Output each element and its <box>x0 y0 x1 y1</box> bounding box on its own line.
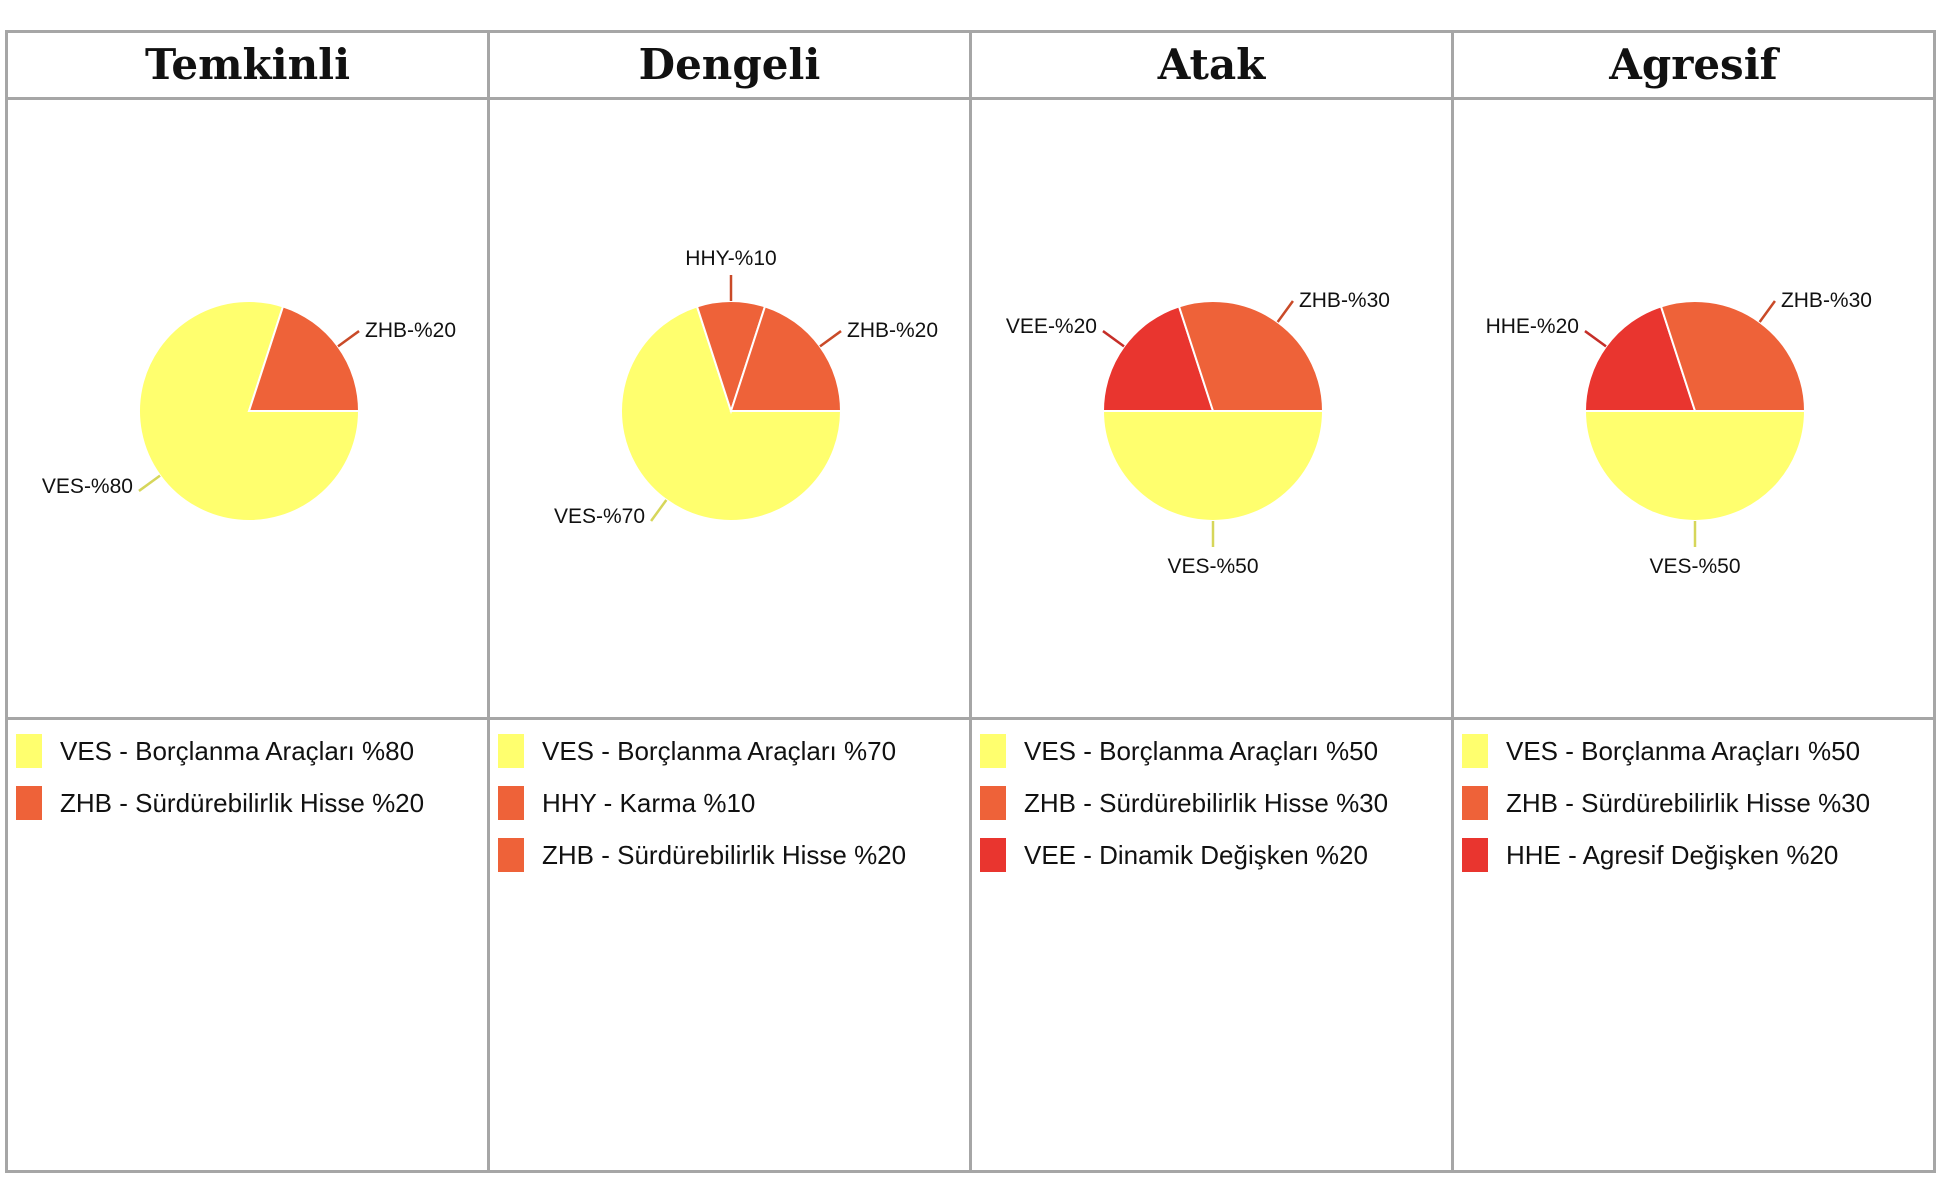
pie-label-ves: VES-%50 <box>1167 555 1258 578</box>
legend-swatch <box>498 786 524 820</box>
pie-chart-temkinli: VES-%80 ZHB-%20 <box>42 299 456 522</box>
leader-line-zhb <box>1758 300 1776 323</box>
pie-chart-agresif: VES-%50 HHE-%20 ZHB-%30 <box>1486 289 1872 578</box>
legend-swatch <box>1462 838 1488 872</box>
pie-chart-dengeli: VES-%70 HHY-%10 ZHB-%20 <box>554 247 938 528</box>
chart-title: Dengeli <box>638 40 821 89</box>
leader-line-ves <box>650 499 668 522</box>
legend-item: VEE - Dinamik Değişken %20 <box>980 834 1451 876</box>
legend-item: ZHB - Sürdürebilirlik Hisse %30 <box>980 782 1451 824</box>
header-row: Temkinli Dengeli Atak Agresif <box>5 30 1936 100</box>
leader-line-hhe <box>1584 330 1607 348</box>
legend-label: HHE - Agresif Değişken %20 <box>1506 839 1839 870</box>
legend-swatch <box>498 838 524 872</box>
legend-swatch <box>16 734 42 768</box>
column-header-dengeli: Dengeli <box>487 30 972 100</box>
legend-atak: VES - Borçlanma Araçları %50 ZHB - Sürdü… <box>969 717 1454 1173</box>
leader-line-vee <box>1102 330 1125 348</box>
pie-label-zhb: ZHB-%30 <box>1781 289 1872 312</box>
column-header-atak: Atak <box>969 30 1454 100</box>
legend-item: VES - Borçlanma Araçları %50 <box>1462 730 1933 772</box>
legend-item: VES - Borçlanma Araçları %50 <box>980 730 1451 772</box>
legend-label: VES - Borçlanma Araçları %70 <box>542 735 897 766</box>
pie-slice-ves <box>1583 410 1807 522</box>
legend-swatch <box>980 786 1006 820</box>
legend-swatch <box>1462 786 1488 820</box>
legend-label: ZHB - Sürdürebilirlik Hisse %30 <box>1506 787 1871 818</box>
legend-item: VES - Borçlanma Araçları %80 <box>16 730 487 772</box>
pie-label-ves: VES-%50 <box>1649 555 1740 578</box>
legend-item: ZHB - Sürdürebilirlik Hisse %20 <box>498 834 969 876</box>
leader-line-zhb <box>819 330 842 348</box>
legend-dengeli: VES - Borçlanma Araçları %70 HHY - Karma… <box>487 717 972 1173</box>
legend-label: ZHB - Sürdürebilirlik Hisse %20 <box>60 787 425 818</box>
legend-swatch <box>980 734 1006 768</box>
legend-label: VES - Borçlanma Araçları %50 <box>1024 735 1379 766</box>
column-header-temkinli: Temkinli <box>5 30 490 100</box>
legend-temkinli: VES - Borçlanma Araçları %80 ZHB - Sürdü… <box>5 717 490 1173</box>
legend-swatch <box>1462 734 1488 768</box>
legend-label: ZHB - Sürdürebilirlik Hisse %20 <box>542 839 907 870</box>
pie-chart-atak: VES-%50 VEE-%20 ZHB-%30 <box>1006 289 1390 578</box>
legend-swatch <box>980 838 1006 872</box>
chart-title: Agresif <box>1609 40 1778 89</box>
legend-item: HHE - Agresif Değişken %20 <box>1462 834 1933 876</box>
chart-title: Atak <box>1157 40 1266 89</box>
legend-label: VEE - Dinamik Değişken %20 <box>1024 839 1368 870</box>
pie-chart-cell-agresif: VES-%50 HHE-%20 ZHB-%30 <box>1451 97 1936 720</box>
pie-slice-ves <box>1101 410 1325 522</box>
chart-title: Temkinli <box>144 40 351 89</box>
legend-label: HHY - Karma %10 <box>542 787 756 818</box>
pie-label-vee: VEE-%20 <box>1006 315 1097 338</box>
pie-label-zhb: ZHB-%20 <box>365 319 456 342</box>
legend-label: ZHB - Sürdürebilirlik Hisse %30 <box>1024 787 1389 818</box>
legend-swatch <box>498 734 524 768</box>
column-header-agresif: Agresif <box>1451 30 1936 100</box>
pie-label-hhe: HHE-%20 <box>1486 315 1579 338</box>
legend-item: HHY - Karma %10 <box>498 782 969 824</box>
legend-item: ZHB - Sürdürebilirlik Hisse %30 <box>1462 782 1933 824</box>
leader-line-ves <box>138 474 161 492</box>
legend-label: VES - Borçlanma Araçları %80 <box>60 735 415 766</box>
pie-chart-cell-dengeli: VES-%70 HHY-%10 ZHB-%20 <box>487 97 972 720</box>
legend-label: VES - Borçlanma Araçları %50 <box>1506 735 1861 766</box>
pie-label-ves: VES-%80 <box>42 475 133 498</box>
pie-chart-cell-atak: VES-%50 VEE-%20 ZHB-%30 <box>969 97 1454 720</box>
legend-swatch <box>16 786 42 820</box>
pie-label-zhb: ZHB-%30 <box>1299 289 1390 312</box>
pie-label-hhy: HHY-%10 <box>685 247 776 270</box>
portfolio-grid: Temkinli Dengeli Atak Agresif VES-%80 ZHB… <box>5 30 1936 1173</box>
pie-label-ves: VES-%70 <box>554 505 645 528</box>
leader-line-zhb <box>337 330 360 348</box>
legend-item: ZHB - Sürdürebilirlik Hisse %20 <box>16 782 487 824</box>
pie-chart-cell-temkinli: VES-%80 ZHB-%20 <box>5 97 490 720</box>
legend-agresif: VES - Borçlanma Araçları %50 ZHB - Sürdü… <box>1451 717 1936 1173</box>
leader-line-zhb <box>1276 300 1294 323</box>
chart-row: VES-%80 ZHB-%20 VES-%70 HHY-%10 ZHB-%20 VES… <box>5 97 1936 720</box>
pie-label-zhb: ZHB-%20 <box>847 319 938 342</box>
legend-item: VES - Borçlanma Araçları %70 <box>498 730 969 772</box>
legend-row: VES - Borçlanma Araçları %80 ZHB - Sürdü… <box>5 717 1936 1173</box>
